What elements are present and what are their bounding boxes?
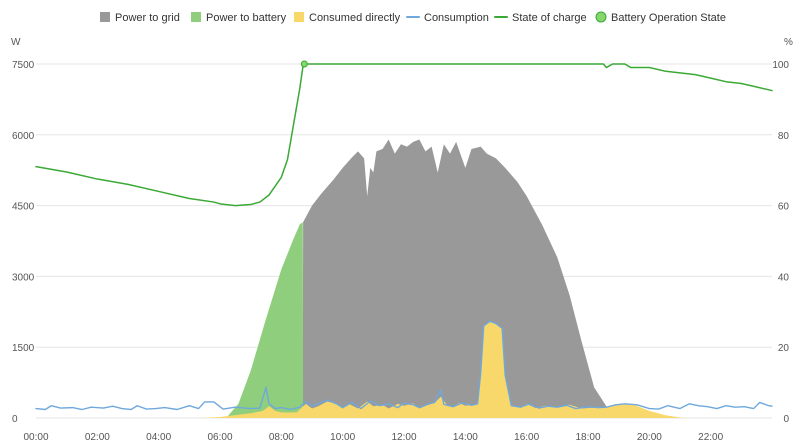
- y-left-tick-label-1: 1500: [12, 343, 35, 354]
- x-tick-label-8: 16:00: [514, 432, 539, 443]
- legend-item-consumption: Consumption: [406, 12, 489, 24]
- legend-label-battery-operation-state: Battery Operation State: [611, 12, 726, 24]
- legend-item-consumed-directly: Consumed directly: [294, 12, 401, 24]
- y-left-tick-label-0: 0: [12, 414, 18, 425]
- legend-marker-battery-operation-state: [595, 11, 607, 23]
- legend-item-battery-operation-state: Battery Operation State: [595, 11, 726, 24]
- line-series: [35, 60, 773, 411]
- legend-marker-consumed-directly: [294, 12, 304, 22]
- area-series: [36, 139, 772, 418]
- battery-operation-state-marker-0: [300, 60, 308, 68]
- power-to-grid-area: [36, 139, 772, 418]
- y-right-tick-label-0: 0: [783, 414, 789, 425]
- x-tick-label-4: 08:00: [269, 432, 294, 443]
- x-tick-label-11: 22:00: [698, 432, 723, 443]
- legend-marker-power-to-battery: [191, 12, 201, 22]
- x-tick-label-1: 02:00: [85, 432, 110, 443]
- x-tick-label-3: 06:00: [207, 432, 232, 443]
- axes: W % 0 0 1500 20 3000 40 4500 60 6000 80 7500 100 00:00…: [11, 37, 793, 443]
- y-left-tick-label-5: 7500: [12, 60, 35, 71]
- legend-item-power-to-battery: Power to battery: [191, 12, 287, 24]
- y-left-tick-label-2: 3000: [12, 272, 35, 283]
- x-tick-label-0: 00:00: [23, 432, 48, 443]
- legend-label-power-to-grid: Power to grid: [115, 12, 180, 24]
- x-tick-label-7: 14:00: [453, 432, 478, 443]
- x-tick-label-6: 12:00: [391, 432, 416, 443]
- y-left-tick-label-3: 4500: [12, 202, 35, 213]
- x-tick-label-5: 10:00: [330, 432, 355, 443]
- legend: Power to grid Power to battery Consumed di…: [100, 11, 726, 24]
- y-right-tick-label-3: 60: [778, 202, 790, 213]
- legend-marker-power-to-grid: [100, 12, 110, 22]
- y-right-tick-label-2: 40: [778, 272, 790, 283]
- legend-label-consumed-directly: Consumed directly: [309, 12, 401, 24]
- legend-item-state-of-charge: State of charge: [494, 12, 587, 24]
- legend-label-consumption: Consumption: [424, 12, 489, 24]
- legend-label-power-to-battery: Power to battery: [206, 12, 287, 24]
- legend-item-power-to-grid: Power to grid: [100, 12, 180, 24]
- y-right-unit-label: %: [784, 37, 793, 48]
- y-right-tick-label-4: 80: [778, 131, 790, 142]
- x-tick-label-2: 04:00: [146, 432, 171, 443]
- legend-label-state-of-charge: State of charge: [512, 12, 587, 24]
- y-right-tick-label-1: 20: [778, 343, 790, 354]
- y-right-tick-label-5: 100: [772, 60, 789, 71]
- y-left-unit-label: W: [11, 37, 21, 48]
- x-tick-label-10: 20:00: [637, 432, 662, 443]
- y-left-tick-label-4: 6000: [12, 131, 35, 142]
- consumption-line: [35, 320, 773, 411]
- x-tick-label-9: 18:00: [575, 432, 600, 443]
